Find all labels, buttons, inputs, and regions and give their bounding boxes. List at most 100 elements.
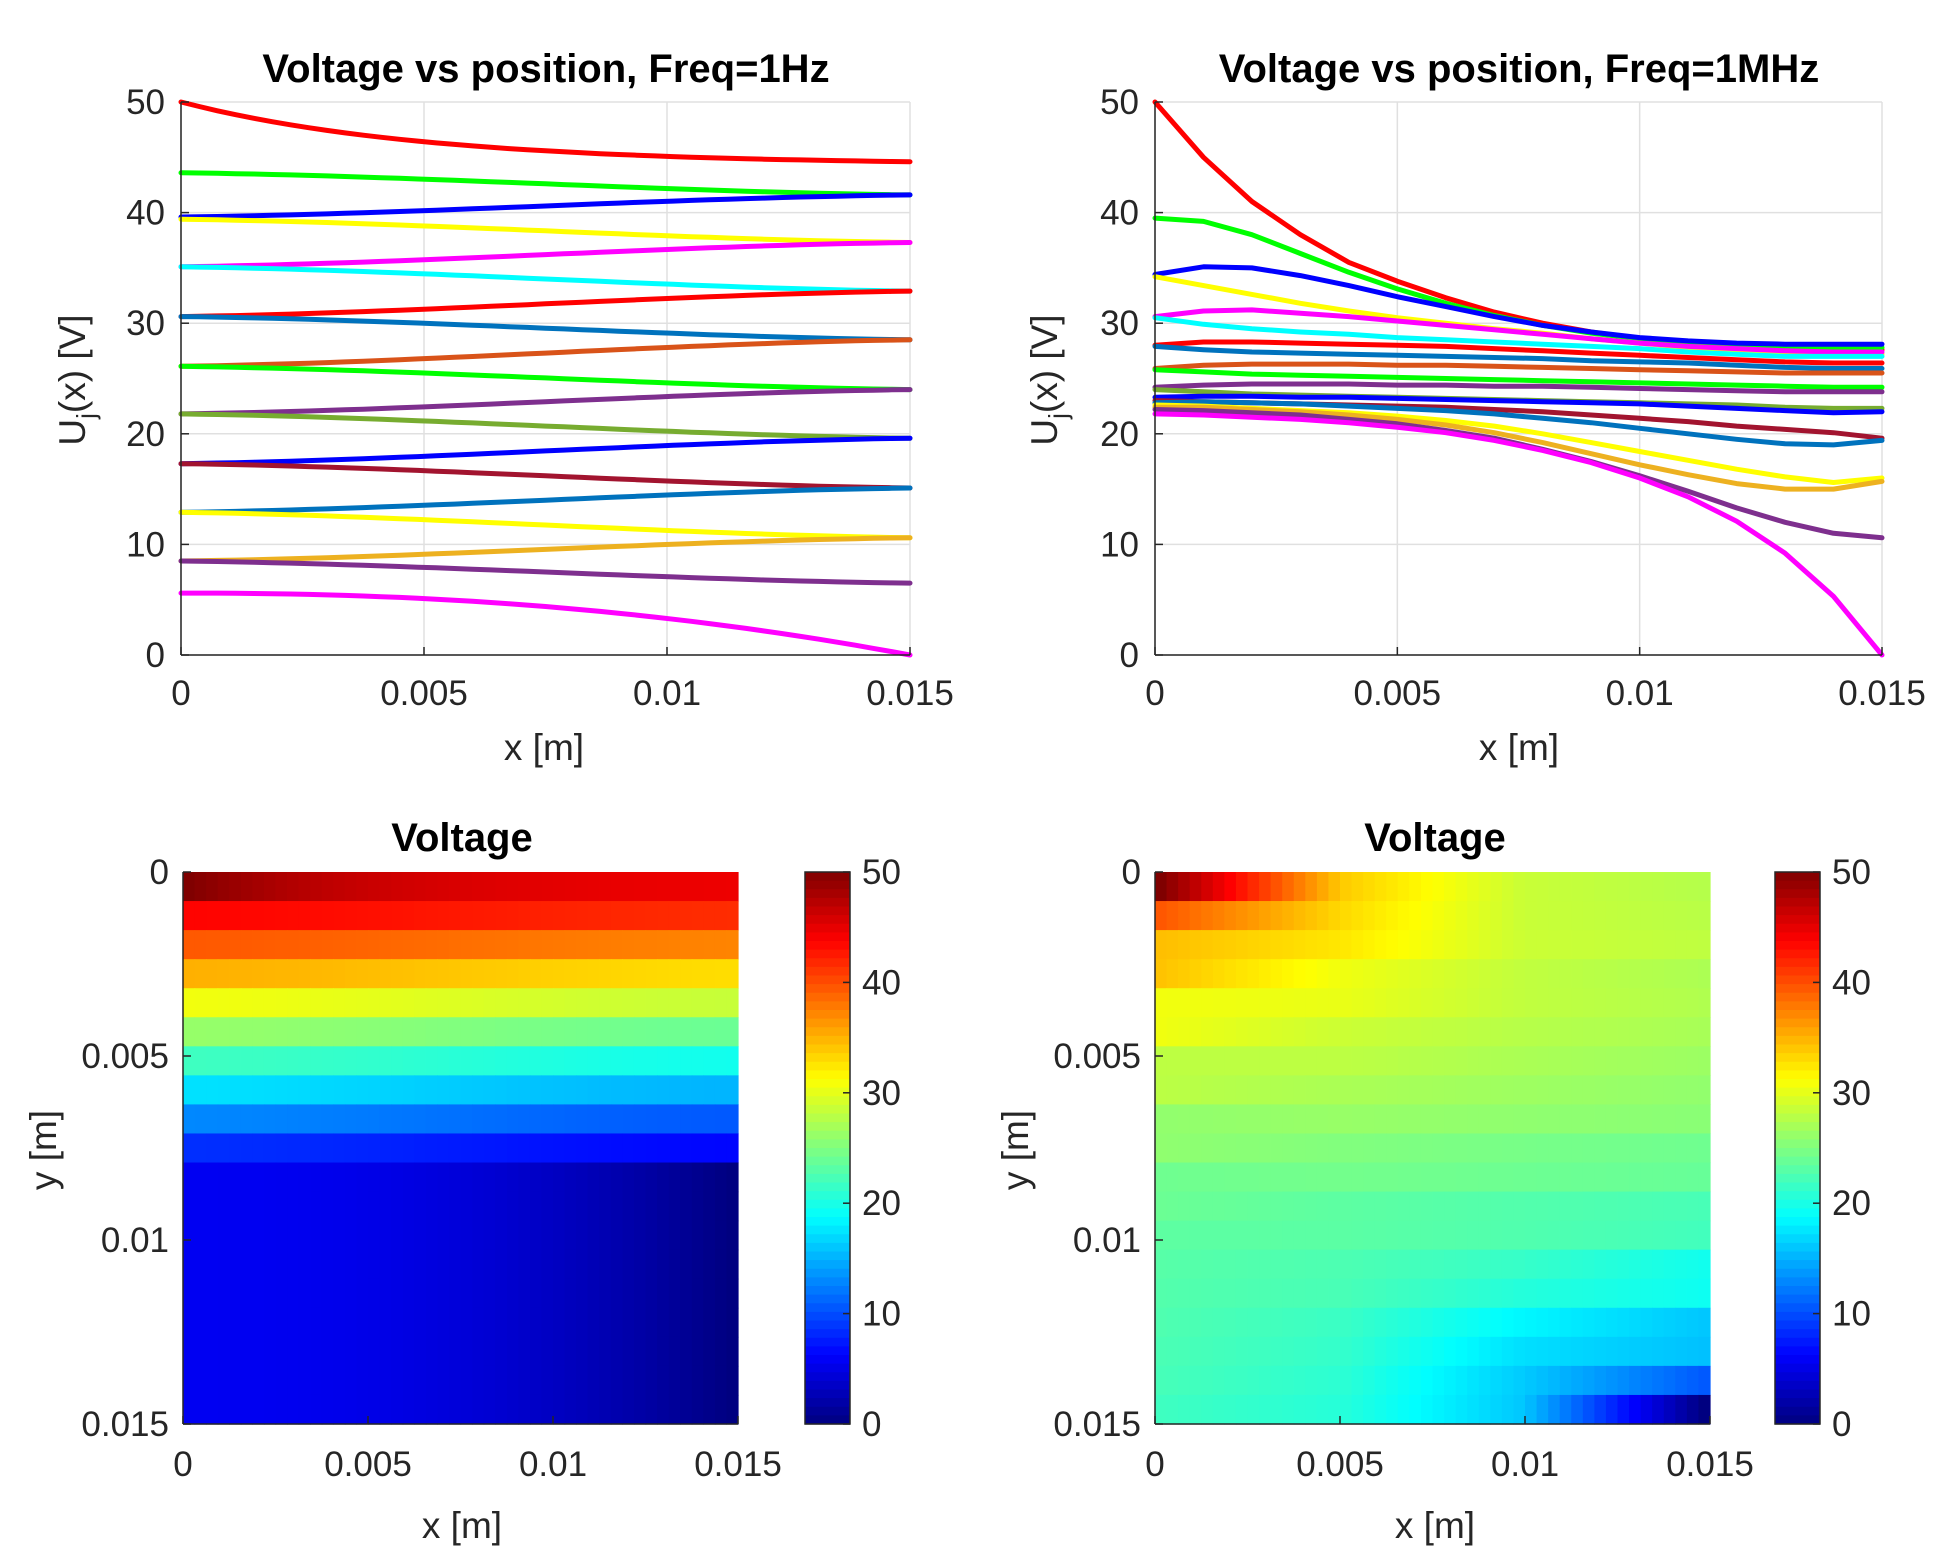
heatmap-cell (541, 1075, 554, 1106)
heatmap-cell (1432, 988, 1445, 1018)
heatmap-cell (391, 1162, 404, 1193)
heatmap-cell (1328, 1191, 1341, 1222)
heatmap-cell (1675, 1336, 1688, 1367)
heatmap-cell (1374, 901, 1387, 931)
heatmap-cell (1525, 1104, 1538, 1135)
colorbar-segment (1775, 1372, 1820, 1382)
colorbar-segment (1775, 1398, 1820, 1408)
heatmap-cell (448, 1220, 462, 1251)
heatmap-cell (183, 1191, 196, 1222)
heatmap-cell (287, 1075, 300, 1106)
heatmap-cell (263, 1249, 277, 1280)
colorbar-segment (1775, 1355, 1820, 1365)
colorbar-segment (1775, 1001, 1820, 1011)
heatmap-cell (287, 872, 300, 902)
heatmap-cell (680, 1249, 693, 1280)
heatmap-cell (1571, 1133, 1584, 1164)
heatmap-cell (275, 1249, 288, 1280)
heatmap-cell (622, 1133, 635, 1164)
heatmap-cell (1571, 1220, 1584, 1251)
heatmap-cell (529, 1365, 543, 1396)
heatmap-cell (1224, 959, 1237, 989)
heatmap-cell (1559, 872, 1572, 902)
heatmap-cell (587, 1307, 600, 1338)
heatmap-cell (206, 872, 219, 902)
heatmap-cell (1617, 959, 1630, 989)
y-tick-label: 0 (146, 636, 165, 675)
heatmap-cell (1282, 1336, 1295, 1367)
heatmap-cell (1189, 988, 1202, 1018)
heatmap-cell (1582, 1249, 1595, 1280)
heatmap-cell (1201, 1017, 1214, 1047)
colorbar-tick-label: 10 (862, 1295, 901, 1334)
heatmap-cell (217, 1220, 230, 1251)
heatmap-cell (1305, 1220, 1318, 1251)
heatmap-cell (1605, 1133, 1619, 1164)
heatmap-cell (553, 1104, 566, 1135)
y-tick-label: 0 (150, 853, 169, 892)
heatmap-cell (356, 1220, 369, 1251)
heatmap-cell (1259, 1307, 1272, 1338)
heatmap-cell (472, 1365, 485, 1396)
heatmap-cell (310, 1249, 323, 1280)
heatmap-cell (668, 1017, 681, 1047)
heatmap-cell (564, 1336, 577, 1367)
heatmap-cell (1212, 1365, 1225, 1396)
heatmap-cell (714, 1365, 728, 1396)
heatmap-cell (425, 1307, 438, 1338)
heatmap-cell (1675, 1394, 1688, 1425)
heatmap-cell (460, 1075, 473, 1106)
heatmap-cell (263, 1162, 277, 1193)
heatmap-cell (310, 988, 323, 1018)
heatmap-cell (726, 1249, 739, 1280)
heatmap-cell (275, 1191, 288, 1222)
heatmap-cell (1663, 1249, 1676, 1280)
heatmap-cell (402, 901, 415, 931)
heatmap-cell (310, 1365, 323, 1396)
heatmap-cell (518, 1365, 531, 1396)
heatmap-cell (506, 1162, 519, 1193)
heatmap-cell (1478, 1394, 1491, 1425)
heatmap-cell (645, 1133, 658, 1164)
heatmap-cell (1235, 1075, 1249, 1106)
heatmap-cell (553, 1133, 566, 1164)
heatmap-cell (1686, 1336, 1700, 1367)
heatmap-cell (321, 959, 334, 989)
heatmap-cell (229, 959, 242, 989)
heatmap-cell (1155, 1133, 1168, 1164)
y-tick-label: 50 (1100, 83, 1139, 122)
heatmap-cell (564, 1017, 577, 1047)
heatmap-cell (1247, 901, 1260, 931)
heatmap-cell (1224, 1162, 1237, 1193)
x-tick-label: 0.005 (1296, 1445, 1384, 1484)
heatmap-cell (1478, 1133, 1491, 1164)
heatmap-cell (1316, 959, 1330, 989)
heatmap-cell (1467, 1075, 1480, 1106)
heatmap-cell (564, 1365, 577, 1396)
heatmap-cell (287, 1394, 300, 1425)
heatmap-cell (1675, 1278, 1688, 1309)
heatmap-cell (1305, 1365, 1318, 1396)
heatmap-cell (1501, 901, 1515, 931)
heatmap-cell (1178, 988, 1191, 1018)
heatmap-cell (1675, 1191, 1688, 1222)
colorbar-segment (805, 1079, 850, 1089)
heatmap-cell (518, 1278, 531, 1309)
heatmap-cell (1478, 988, 1491, 1018)
heatmap-cell (229, 1162, 242, 1193)
heatmap-cell (1605, 1162, 1619, 1193)
heatmap-cell (263, 1075, 277, 1106)
x-tick-label: 0.005 (380, 674, 468, 713)
heatmap-cell (217, 1104, 230, 1135)
heatmap-cell (645, 1162, 658, 1193)
series-group (1152, 99, 1885, 658)
heatmap-cell (1513, 1046, 1526, 1076)
colorbar-segment (805, 1001, 850, 1011)
heatmap-cell (703, 1394, 716, 1425)
heatmap-cell (714, 1104, 728, 1135)
heatmap-cell (321, 930, 334, 960)
colorbar-tick-label: 50 (862, 853, 901, 892)
heatmap-cell (1328, 1162, 1341, 1193)
heatmap-cell (1235, 959, 1249, 989)
heatmap-cell (714, 1046, 728, 1076)
